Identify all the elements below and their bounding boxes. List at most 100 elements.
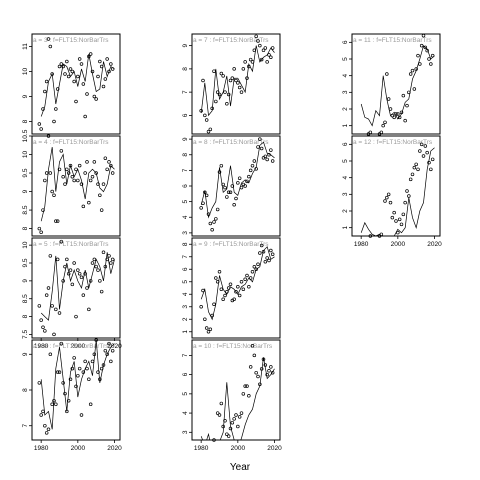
observation-point (223, 185, 227, 190)
observation-point (247, 285, 251, 289)
observation-point (77, 57, 82, 61)
observation-point (265, 372, 269, 377)
y-tick-label: 9 (22, 352, 29, 356)
observation-point (230, 76, 235, 80)
fitted-line (40, 53, 115, 117)
observation-point (41, 208, 45, 212)
observation-point (270, 159, 275, 163)
observation-point (265, 157, 269, 162)
observation-point (65, 59, 69, 64)
observation-point (50, 304, 54, 308)
y-tick-label: 3 (182, 231, 189, 235)
y-tick-label: 7 (182, 353, 189, 357)
fitted-line (40, 252, 115, 321)
observation-point (101, 182, 106, 186)
y-tick-label: 6 (342, 142, 349, 146)
observation-point (79, 413, 84, 417)
observation-point (407, 194, 411, 198)
observation-point (43, 423, 47, 428)
observation-point (383, 199, 387, 203)
y-tick-label: 3 (342, 192, 349, 196)
observation-point (219, 71, 224, 76)
observation-point (99, 208, 104, 212)
observation-point (217, 413, 222, 417)
observation-point (388, 107, 393, 111)
observation-point (103, 77, 108, 81)
observation-point (259, 367, 264, 371)
observation-point (50, 189, 54, 194)
observation-point (243, 60, 247, 64)
observation-point (410, 172, 415, 177)
observation-point (429, 62, 433, 66)
y-tick-label: 6 (182, 184, 189, 188)
panel-title: a = 7 : f=FLT15:NorBarTrs (193, 37, 269, 44)
observation-point (46, 37, 51, 41)
fitted-line (40, 340, 115, 430)
y-tick-label: 8.5 (22, 205, 29, 214)
observation-point (239, 90, 244, 94)
observation-point (269, 365, 273, 369)
observation-point (223, 90, 227, 94)
observation-point (74, 314, 78, 319)
observation-point (74, 384, 78, 389)
observation-point (401, 212, 406, 217)
observation-point (44, 79, 49, 84)
observation-point (65, 409, 69, 414)
observation-point (109, 261, 113, 265)
observation-point (241, 67, 246, 71)
observation-point (43, 89, 47, 94)
observation-point (48, 44, 53, 49)
observation-point (397, 115, 402, 120)
observation-point (270, 46, 275, 50)
observation-point (52, 119, 56, 124)
observation-point (221, 74, 225, 78)
observation-point (103, 156, 108, 160)
y-tick-label: 8 (182, 242, 189, 246)
observation-point (269, 248, 273, 253)
observation-point (386, 97, 391, 101)
observation-point (232, 203, 236, 207)
x-tick-label: 2000 (391, 241, 406, 248)
observation-point (98, 59, 102, 64)
observation-point (408, 72, 413, 76)
observation-point (54, 402, 58, 407)
observation-point (215, 207, 220, 212)
observation-point (226, 286, 231, 290)
observation-point (258, 43, 262, 48)
observation-point (92, 160, 97, 164)
observation-point (248, 276, 253, 280)
observation-point (87, 200, 91, 205)
observation-point (430, 157, 435, 162)
y-tick-label: 9 (22, 94, 29, 98)
y-tick-label: 4 (342, 175, 349, 179)
observation-point (72, 261, 76, 265)
observation-point (37, 381, 42, 385)
observation-point (37, 226, 42, 231)
observation-point (263, 154, 268, 159)
observation-point (390, 215, 395, 220)
observation-point (41, 409, 45, 414)
x-axis-title: Year (230, 462, 251, 473)
observation-point (256, 374, 260, 379)
observation-point (215, 411, 220, 415)
observation-point (419, 142, 424, 147)
y-tick-label: 9.5 (22, 258, 29, 267)
observation-point (254, 370, 258, 375)
observation-point (204, 193, 209, 198)
observation-point (37, 122, 42, 126)
y-tick-label: 3 (182, 430, 189, 434)
observation-point (247, 64, 251, 69)
observation-point (403, 200, 407, 205)
observation-point (92, 352, 97, 357)
observation-point (208, 127, 213, 132)
observation-point (254, 34, 258, 39)
observation-point (234, 413, 238, 417)
fitted-line (40, 147, 115, 222)
observation-point (252, 159, 257, 163)
observation-point (61, 279, 65, 283)
observation-point (228, 190, 233, 195)
observation-point (98, 193, 102, 198)
observation-point (221, 297, 225, 302)
observation-point (210, 228, 214, 232)
